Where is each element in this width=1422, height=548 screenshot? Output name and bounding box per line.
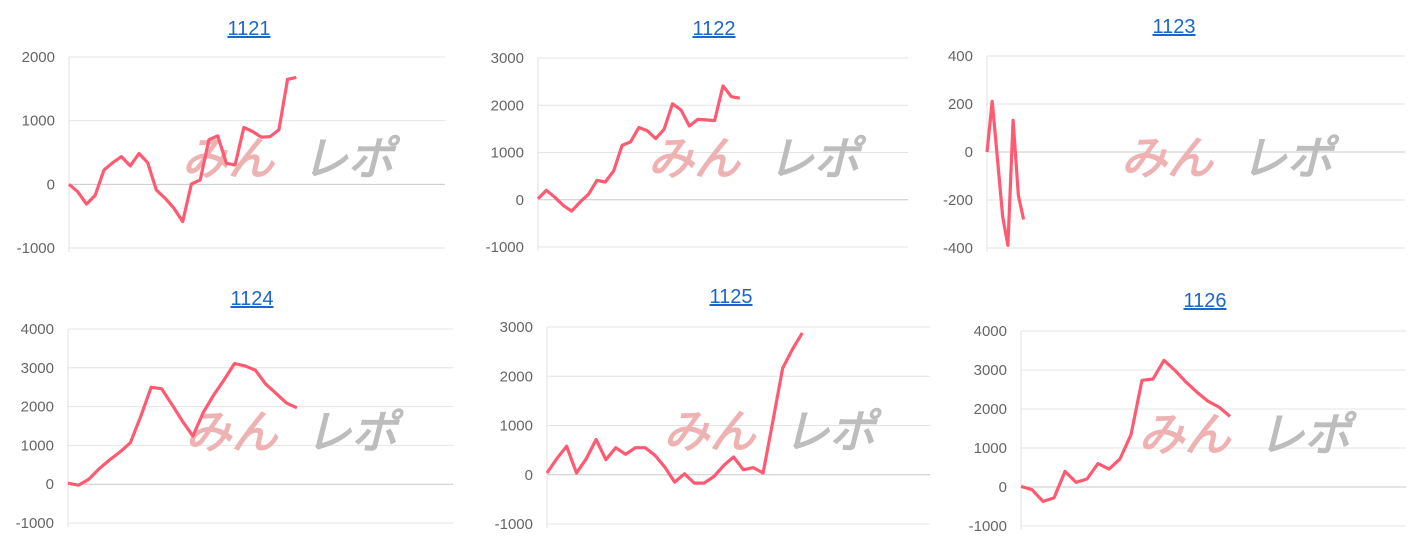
svg-text:みん: みん <box>1121 131 1215 185</box>
y-tick-label: 1000 <box>22 113 55 130</box>
y-tick-label: -1000 <box>17 240 55 257</box>
watermark-logo: みん レポ <box>1139 408 1358 462</box>
y-tick-label: 0 <box>47 176 55 193</box>
svg-text:レポ: レポ <box>1259 408 1358 462</box>
chart-title-link[interactable]: 1126 <box>1183 290 1227 312</box>
y-tick-label: -1000 <box>495 516 533 533</box>
y-tick-label: -1000 <box>16 515 54 532</box>
svg-text:レポ: レポ <box>1241 131 1340 185</box>
y-tick-label: 2000 <box>974 401 1007 418</box>
watermark-logo: みん レポ <box>1121 131 1340 185</box>
y-tick-label: -400 <box>943 240 973 257</box>
svg-text:みん: みん <box>648 132 742 186</box>
y-tick-label: -1000 <box>486 239 524 256</box>
y-tick-label: 4000 <box>974 323 1007 340</box>
y-tick-label: 0 <box>46 476 54 493</box>
y-tick-label: 3000 <box>21 360 54 377</box>
svg-text:みん: みん <box>664 405 758 459</box>
y-tick-label: 0 <box>525 467 533 484</box>
y-tick-label: -1000 <box>969 518 1007 535</box>
svg-text:レポ: レポ <box>306 405 405 459</box>
svg-text:みん: みん <box>182 132 276 186</box>
y-tick-label: 3000 <box>974 362 1007 379</box>
chart-title-link[interactable]: 1121 <box>227 18 271 40</box>
chart-title-link[interactable]: 1122 <box>692 18 736 40</box>
chart-title-link[interactable]: 1124 <box>230 288 274 310</box>
y-tick-label: 1000 <box>974 440 1007 457</box>
y-tick-label: 2000 <box>22 49 55 66</box>
svg-text:レポ: レポ <box>784 405 883 459</box>
watermark-logo: みん レポ <box>182 132 401 186</box>
y-tick-label: 2000 <box>21 399 54 416</box>
y-tick-label: 0 <box>965 144 973 161</box>
y-tick-label: 2000 <box>491 97 524 114</box>
svg-text:みん: みん <box>1139 408 1233 462</box>
svg-text:レポ: レポ <box>302 132 401 186</box>
y-tick-label: 1000 <box>491 145 524 162</box>
y-tick-label: 0 <box>516 192 524 209</box>
y-tick-label: 200 <box>948 96 973 113</box>
series-line <box>985 99 1026 247</box>
y-tick-label: 4000 <box>21 321 54 338</box>
y-tick-label: 1000 <box>500 418 533 435</box>
y-tick-label: 400 <box>948 48 973 65</box>
svg-text:レポ: レポ <box>768 132 867 186</box>
y-tick-label: 3000 <box>491 50 524 67</box>
y-tick-label: 0 <box>999 479 1007 496</box>
watermark-logo: みん レポ <box>648 132 867 186</box>
y-tick-label: 1000 <box>21 437 54 454</box>
watermark-logo: みん レポ <box>664 405 883 459</box>
chart-title-link[interactable]: 1123 <box>1152 16 1196 38</box>
y-tick-label: 3000 <box>500 319 533 336</box>
series-line <box>1020 358 1232 503</box>
y-tick-label: 2000 <box>500 368 533 385</box>
chart-title-link[interactable]: 1125 <box>709 286 753 308</box>
y-tick-label: -200 <box>943 192 973 209</box>
